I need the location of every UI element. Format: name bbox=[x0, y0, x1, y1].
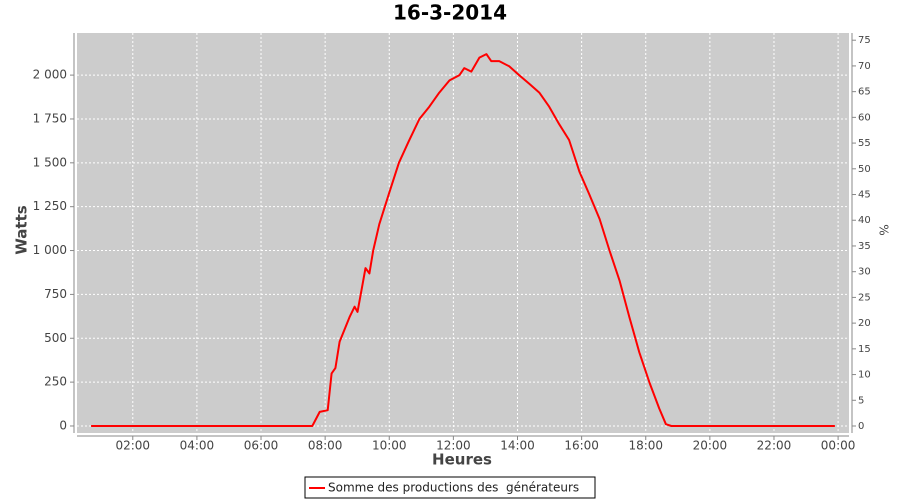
x-tick-label: 02:00 bbox=[115, 439, 150, 453]
y2-tick-label: 55 bbox=[858, 138, 871, 149]
chart-title: 16-3-2014 bbox=[393, 1, 507, 25]
y2-tick-label: 15 bbox=[858, 344, 871, 355]
y2-axis-label: % bbox=[877, 224, 891, 235]
y2-tick-label: 0 bbox=[858, 421, 864, 432]
y2-tick-label: 5 bbox=[858, 395, 864, 406]
x-tick-label: 12:00 bbox=[436, 439, 471, 453]
x-tick-label: 00:00 bbox=[821, 439, 856, 453]
plot-area bbox=[77, 33, 849, 433]
x-tick-label: 20:00 bbox=[693, 439, 728, 453]
legend bbox=[304, 476, 596, 499]
x-tick-label: 10:00 bbox=[372, 439, 407, 453]
x-tick-label: 16:00 bbox=[564, 439, 599, 453]
y2-tick-label: 30 bbox=[858, 267, 871, 278]
y2-tick-label: 75 bbox=[858, 35, 871, 46]
y-tick-label: 0 bbox=[59, 418, 67, 432]
y2-tick-label: 60 bbox=[858, 112, 871, 123]
x-tick-label: 18:00 bbox=[628, 439, 663, 453]
y2-tick-label: 10 bbox=[858, 370, 871, 381]
y-tick-label: 1 000 bbox=[33, 243, 67, 257]
legend-label: Somme des productions des générateurs bbox=[328, 481, 579, 495]
x-tick-label: 22:00 bbox=[757, 439, 792, 453]
y2-tick-label: 40 bbox=[858, 215, 871, 226]
y2-tick-label: 50 bbox=[858, 164, 871, 175]
y2-tick-label: 35 bbox=[858, 241, 871, 252]
x-tick-label: 04:00 bbox=[180, 439, 215, 453]
y-axis-label: Watts bbox=[13, 205, 31, 254]
y2-tick-label: 70 bbox=[858, 61, 871, 72]
y2-tick-label: 65 bbox=[858, 87, 871, 98]
y-tick-label: 1 500 bbox=[33, 155, 67, 169]
y-tick-label: 1 750 bbox=[33, 111, 67, 125]
y-tick-label: 750 bbox=[44, 287, 67, 301]
y-tick-label: 2 000 bbox=[33, 68, 67, 82]
data-line bbox=[91, 53, 835, 427]
y-tick-label: 1 250 bbox=[33, 199, 67, 213]
y2-tick-label: 45 bbox=[858, 190, 871, 201]
x-tick-label: 06:00 bbox=[244, 439, 279, 453]
y-tick-label: 250 bbox=[44, 375, 67, 389]
y2-tick-label: 20 bbox=[858, 318, 871, 329]
x-axis-label: Heures bbox=[432, 451, 492, 469]
x-tick-label: 14:00 bbox=[500, 439, 535, 453]
y2-tick-label: 25 bbox=[858, 292, 871, 303]
y-tick-label: 500 bbox=[44, 331, 67, 345]
x-tick-label: 08:00 bbox=[308, 439, 343, 453]
